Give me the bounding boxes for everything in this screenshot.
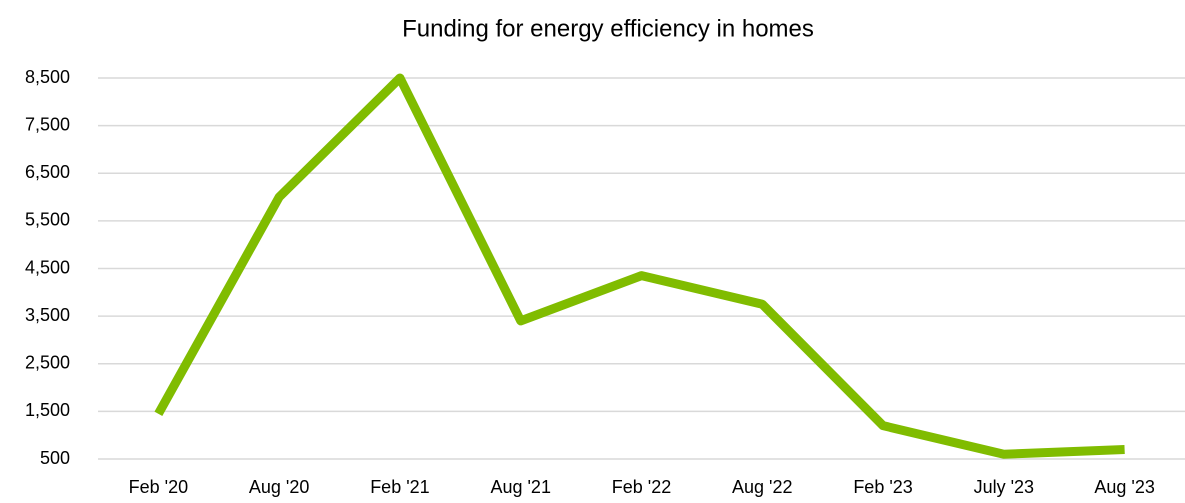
y-tick-label: 4,500 [25,257,70,277]
x-tick-label: Feb '20 [129,477,188,497]
y-tick-label: 2,500 [25,353,70,373]
y-tick-label: 500 [40,448,70,468]
data-line [154,73,1125,459]
x-tick-label: Aug '21 [490,477,551,497]
x-tick-label: July '23 [974,477,1034,497]
x-tick-label: Aug '23 [1094,477,1155,497]
x-tick-label: Aug '22 [732,477,793,497]
y-tick-label: 8,500 [25,67,70,87]
y-tick-label: 5,500 [25,210,70,230]
y-tick-label: 3,500 [25,305,70,325]
chart-title: Funding for energy efficiency in homes [402,15,814,42]
y-tick-label: 1,500 [25,400,70,420]
x-tick-label: Feb '23 [853,477,912,497]
x-tick-label: Aug '20 [249,477,310,497]
y-tick-label: 7,500 [25,114,70,134]
y-tick-label: 6,500 [25,162,70,182]
x-tick-label: Feb '21 [370,477,429,497]
x-tick-label: Feb '22 [612,477,671,497]
